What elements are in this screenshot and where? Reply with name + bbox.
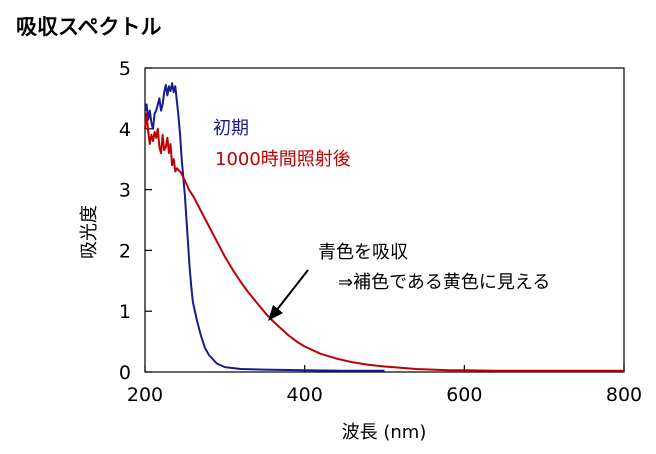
x-tick-label: 600	[446, 384, 482, 406]
y-tick-label: 1	[119, 301, 131, 323]
y-tick-label: 2	[119, 240, 131, 262]
y-tick-label: 4	[119, 119, 131, 141]
annotation-line-2: ⇒補色である黄色に見える	[338, 272, 550, 293]
x-tick-label: 400	[287, 384, 323, 406]
y-tick-label: 0	[119, 362, 131, 384]
annotation-line-1: 青色を吸収	[318, 242, 408, 263]
page-title: 吸収スペクトル	[16, 15, 162, 39]
y-tick-label: 5	[119, 58, 131, 80]
y-tick-label: 3	[119, 180, 131, 202]
legend-after: 1000時間照射後	[215, 149, 351, 170]
annotation-arrow	[268, 269, 309, 321]
x-axis-label: 波長 (nm)	[342, 422, 427, 443]
arrow-shaft	[275, 269, 309, 312]
y-axis-label: 吸光度	[79, 205, 100, 259]
arrow-head	[268, 305, 283, 321]
series-line-initial	[144, 82, 385, 372]
legend-initial: 初期	[213, 118, 249, 139]
series-group	[144, 82, 624, 372]
x-tick-label: 200	[127, 384, 163, 406]
x-axis-ticks: 200 400 600 800	[127, 365, 642, 406]
x-tick-label: 800	[606, 384, 642, 406]
series-line-after	[144, 112, 624, 372]
plot-frame	[144, 67, 625, 373]
